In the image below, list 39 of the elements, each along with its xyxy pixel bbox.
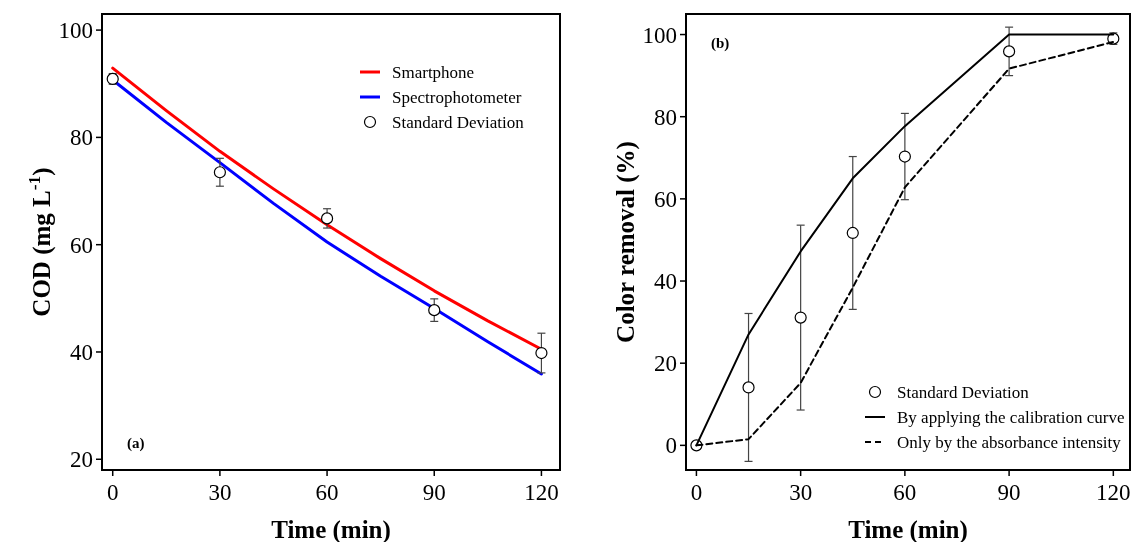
x-tick-label: 120 xyxy=(1096,480,1131,505)
y-tick-label: 80 xyxy=(70,125,93,151)
x-tick-label: 30 xyxy=(789,480,813,505)
y-tick-label: 20 xyxy=(70,447,93,473)
y-tick-label: 80 xyxy=(654,104,677,130)
legend-label: Smartphone xyxy=(392,63,475,82)
y-tick-label: 40 xyxy=(654,269,677,295)
point xyxy=(320,212,334,225)
legend-label: Standard Deviation xyxy=(392,113,525,132)
point xyxy=(898,150,911,163)
annotation: (b) xyxy=(711,35,730,52)
point xyxy=(213,166,226,179)
y-tick-label: 20 xyxy=(654,351,677,377)
point xyxy=(428,304,441,317)
x-tick-label: 90 xyxy=(997,480,1021,505)
x-tick-label: 120 xyxy=(524,480,559,505)
legend-label: Spectrophotometer xyxy=(392,88,522,107)
y-tick-label: 100 xyxy=(642,22,677,48)
point xyxy=(1003,45,1016,58)
x-tick-label: 90 xyxy=(422,480,446,505)
point xyxy=(535,346,548,360)
x-tick-label: 60 xyxy=(315,480,339,505)
y-axis-title: Color removal (%) xyxy=(612,141,640,343)
x-tick-label: 60 xyxy=(893,480,917,505)
legend-label: By applying the calibration curve xyxy=(897,408,1125,427)
y-tick-label: 100 xyxy=(58,18,93,44)
legend-label: Standard Deviation xyxy=(897,383,1030,402)
x-tick-label: 0 xyxy=(690,480,703,505)
y-tick-label: 40 xyxy=(70,339,93,365)
x-tick-label: 0 xyxy=(106,480,119,505)
legend-label: Only by the absorbance intensity xyxy=(897,433,1122,452)
y-tick-label: 60 xyxy=(654,186,677,212)
annotation: (a) xyxy=(127,435,145,452)
y-tick-label: 60 xyxy=(70,232,93,258)
point xyxy=(742,381,755,394)
point xyxy=(794,311,807,324)
x-tick-label: 30 xyxy=(208,480,232,505)
y-tick-label: 0 xyxy=(665,433,677,459)
point xyxy=(846,226,859,240)
